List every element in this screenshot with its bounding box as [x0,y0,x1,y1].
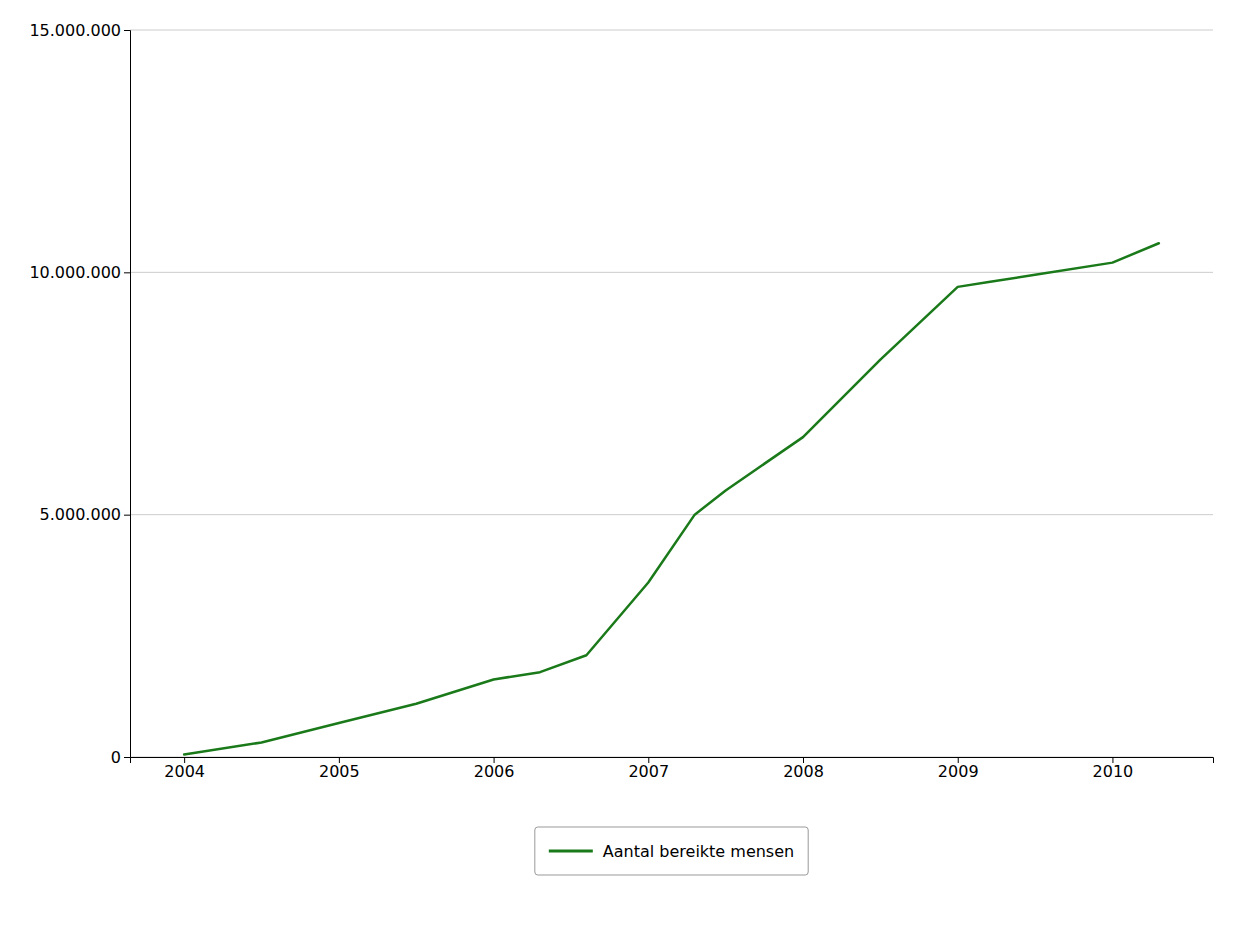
x-tick: 2006 [474,757,515,781]
y-tick-label: 0 [111,748,121,767]
x-tick: 2005 [319,757,360,781]
y-tick: 0 [111,748,130,767]
y-tick-label: 10.000.000 [29,263,121,282]
y-tick-mark [124,272,130,273]
y-tick: 5.000.000 [40,505,130,524]
x-axis: 2004 2005 2006 2007 2008 2009 2010 [131,757,1214,781]
legend-item: Aantal bereikte mensen [549,842,794,861]
y-axis: 0 5.000.000 10.000.000 15.000.000 [29,21,130,767]
x-tick-label: 2007 [628,762,669,781]
x-tick-label: 2004 [164,762,205,781]
x-tick: 2007 [628,757,669,781]
y-tick-label: 5.000.000 [40,505,121,524]
y-axis-line [124,31,131,758]
legend-box [535,827,808,875]
y-tick-mark [124,30,130,31]
x-tick: 2009 [938,757,979,781]
series-group [184,243,1159,754]
y-tick-mark [124,515,130,516]
x-tick: 2010 [1093,757,1134,781]
legend-swatch [549,850,593,853]
grid-line [130,30,1213,31]
x-tick: 2004 [164,757,205,781]
grid [130,30,1213,757]
y-tick-label: 15.000.000 [29,21,121,40]
legend: Aantal bereikte mensen [535,827,808,875]
x-tick-label: 2010 [1093,762,1134,781]
plot: 2004 2005 2006 2007 2008 2009 2010 0 5.000.000 10… [29,21,1213,782]
grid-line [130,514,1213,515]
x-tick: 2008 [783,757,824,781]
y-tick-mark [124,757,130,758]
line [184,243,1159,754]
x-tick-label: 2009 [938,762,979,781]
x-tick-label: 2006 [474,762,515,781]
x-axis-line [131,758,1214,764]
y-tick: 15.000.000 [29,21,130,40]
x-tick-label: 2005 [319,762,360,781]
x-tick-label: 2008 [783,762,824,781]
chart: 2004 2005 2006 2007 2008 2009 2010 0 5.000.000 10… [0,0,1253,927]
y-tick: 10.000.000 [29,263,130,282]
legend-label: Aantal bereikte mensen [603,842,794,861]
